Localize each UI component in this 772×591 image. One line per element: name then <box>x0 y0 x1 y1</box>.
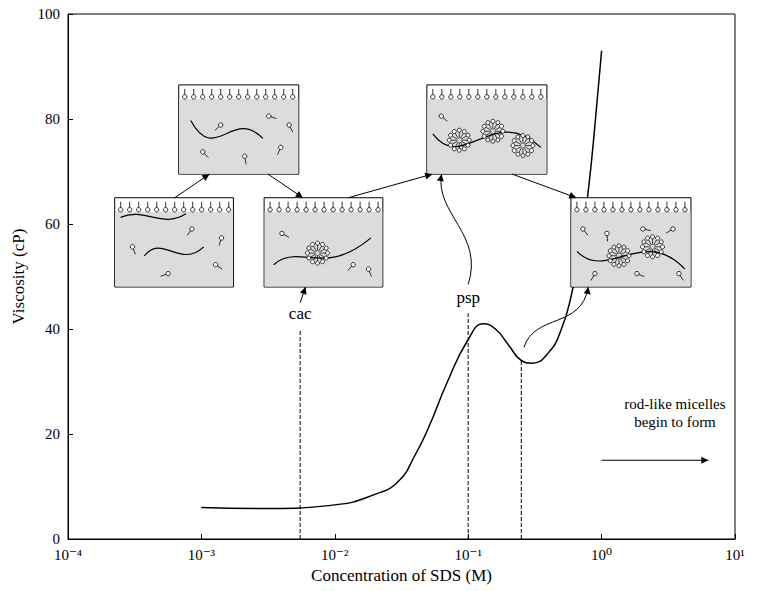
svg-text:40: 40 <box>45 321 60 337</box>
svg-text:cac: cac <box>289 304 312 323</box>
svg-text:Viscosity (cP): Viscosity (cP) <box>9 229 28 325</box>
svg-text:psp: psp <box>456 288 480 307</box>
svg-text:20: 20 <box>45 426 60 442</box>
svg-text:0: 0 <box>53 531 61 547</box>
svg-text:60: 60 <box>45 216 60 232</box>
svg-text:10⁻⁴: 10⁻⁴ <box>54 547 82 563</box>
svg-text:begin to form: begin to form <box>634 414 716 430</box>
svg-text:Concentration of SDS (M): Concentration of SDS (M) <box>311 566 492 585</box>
svg-text:rod-like micelles: rod-like micelles <box>624 396 725 412</box>
svg-text:10⁻¹: 10⁻¹ <box>454 547 481 563</box>
svg-text:10⁰: 10⁰ <box>591 547 612 563</box>
svg-text:10⁻³: 10⁻³ <box>188 547 216 563</box>
svg-text:10⁻²: 10⁻² <box>321 547 349 563</box>
svg-text:10¹: 10¹ <box>725 547 745 563</box>
svg-text:80: 80 <box>45 111 60 127</box>
svg-text:100: 100 <box>38 6 61 22</box>
